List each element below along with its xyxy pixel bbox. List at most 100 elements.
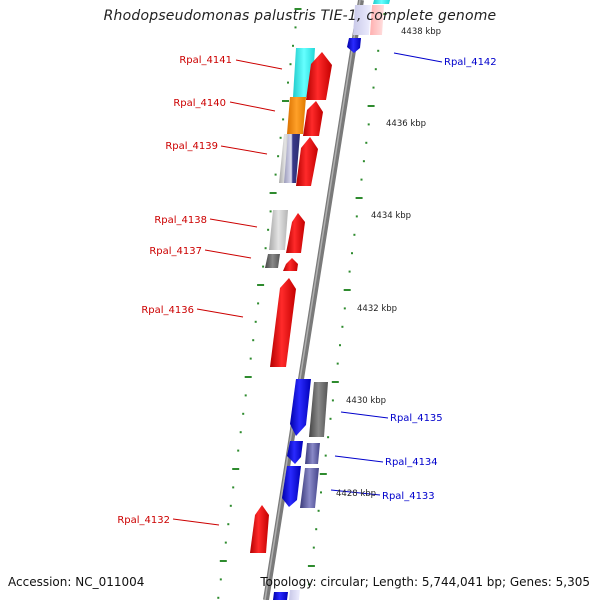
gene-shape-4140 bbox=[303, 101, 323, 136]
tick-mark bbox=[367, 123, 370, 126]
tick-mark bbox=[339, 344, 341, 347]
tick-mark bbox=[355, 215, 358, 218]
gene-label-rpal-4133[interactable]: Rpal_4133 bbox=[382, 491, 435, 502]
tick-mark bbox=[232, 468, 240, 470]
gene-shape-4141 bbox=[306, 52, 332, 100]
tick-mark bbox=[320, 491, 322, 494]
page-title: Rhodopseudomonas palustris TIE-1, comple… bbox=[103, 8, 497, 24]
tick-mark bbox=[374, 68, 377, 71]
scale-label: 4428 kbp bbox=[336, 489, 376, 499]
gene-label-rpal-4134[interactable]: Rpal_4134 bbox=[385, 457, 438, 468]
gene-labels: Rpal_4141 Rpal_4140 Rpal_4139 Rpal_4138 … bbox=[117, 55, 496, 526]
gene-label-rpal-4136[interactable]: Rpal_4136 bbox=[141, 305, 194, 316]
tick-mark bbox=[217, 596, 220, 599]
genome-backbone bbox=[263, 0, 364, 600]
tick-mark bbox=[224, 541, 227, 544]
gene-label-rpal-4132[interactable]: Rpal_4132 bbox=[117, 515, 170, 526]
gene-shape-4140 bbox=[287, 97, 306, 134]
genome-backbone-highlight bbox=[264, 0, 361, 600]
tick-mark bbox=[327, 436, 330, 439]
tick-mark bbox=[355, 197, 363, 199]
gene-shape-4138 bbox=[269, 210, 288, 250]
gene-shape-4137 bbox=[283, 258, 298, 271]
reverse-genes bbox=[273, 0, 390, 600]
tick-mark bbox=[239, 431, 242, 434]
gene-shape-4139 bbox=[284, 134, 300, 183]
scale-label: 4432 kbp bbox=[357, 304, 397, 314]
tick-mark bbox=[269, 210, 272, 213]
tick-mark bbox=[307, 565, 315, 567]
tick-mark bbox=[257, 302, 260, 305]
tick-mark bbox=[289, 63, 292, 66]
tick-mark bbox=[232, 486, 235, 489]
tick-mark bbox=[287, 81, 289, 84]
scale-label: 4430 kbp bbox=[346, 396, 386, 406]
gene-shape-4135 bbox=[309, 382, 328, 437]
gene-shape-4137 bbox=[265, 254, 280, 268]
tick-mark bbox=[348, 270, 351, 273]
gene-label-rpal-4142[interactable]: Rpal_4142 bbox=[444, 57, 497, 68]
tick-mark bbox=[262, 265, 265, 268]
gene-shape-top bbox=[353, 5, 371, 35]
genome-summary: Topology: circular; Length: 5,744,041 bp… bbox=[260, 575, 590, 589]
tick-mark bbox=[336, 362, 339, 365]
tick-mark bbox=[341, 325, 344, 328]
tick-mark bbox=[315, 528, 318, 531]
tick-mark bbox=[319, 473, 327, 475]
tick-mark bbox=[264, 247, 267, 250]
tick-mark bbox=[294, 26, 297, 29]
gene-shape-4138 bbox=[286, 213, 305, 253]
tick-mark bbox=[252, 339, 255, 342]
tick-mark bbox=[229, 504, 232, 507]
tick-mark bbox=[282, 100, 289, 102]
gene-shape-4139 bbox=[296, 137, 318, 186]
gene-shape-bottom bbox=[289, 590, 300, 600]
tick-mark bbox=[360, 178, 363, 181]
tick-mark bbox=[244, 376, 252, 378]
tick-mark bbox=[274, 173, 277, 176]
tick-marks-outer bbox=[217, 8, 302, 599]
tick-mark bbox=[292, 44, 294, 47]
tick-mark bbox=[254, 320, 257, 323]
gene-label-rpal-4139[interactable]: Rpal_4139 bbox=[165, 141, 218, 152]
gene-label-rpal-4138[interactable]: Rpal_4138 bbox=[154, 215, 207, 226]
tick-mark bbox=[331, 399, 334, 402]
scale-labels: 4438 kbp 4436 kbp 4434 kbp 4432 kbp 4430… bbox=[336, 27, 441, 499]
gene-shape-4132 bbox=[250, 505, 269, 553]
gene-shape-4136 bbox=[270, 278, 296, 367]
gene-shape-4142 bbox=[347, 38, 361, 53]
gene-label-rpal-4141[interactable]: Rpal_4141 bbox=[179, 55, 232, 66]
tick-mark bbox=[257, 284, 265, 286]
gene-shape-4133 bbox=[282, 466, 301, 507]
tick-mark bbox=[294, 8, 302, 10]
tick-mark bbox=[267, 228, 270, 231]
tick-mark bbox=[362, 160, 365, 163]
tick-mark bbox=[372, 86, 375, 89]
gene-shape-4134 bbox=[287, 441, 303, 464]
tick-mark bbox=[351, 252, 353, 255]
tick-mark bbox=[219, 560, 227, 562]
gene-label-rpal-4140[interactable]: Rpal_4140 bbox=[173, 98, 226, 109]
tick-mark bbox=[227, 523, 230, 526]
tick-mark bbox=[244, 394, 247, 397]
tick-mark bbox=[312, 546, 315, 549]
tick-mark bbox=[343, 289, 351, 291]
forward-genes bbox=[250, 48, 332, 553]
gene-leader-lines bbox=[172, 52, 443, 526]
tick-mark bbox=[367, 105, 375, 107]
tick-mark bbox=[377, 49, 380, 52]
tick-mark bbox=[353, 233, 356, 236]
gene-label-rpal-4135[interactable]: Rpal_4135 bbox=[390, 413, 443, 424]
accession-text: Accession: NC_011004 bbox=[8, 575, 145, 589]
gene-shape-4133 bbox=[300, 468, 319, 508]
tick-mark bbox=[269, 192, 277, 194]
tick-mark bbox=[324, 454, 327, 457]
gene-shape-4134 bbox=[305, 443, 320, 464]
tick-mark bbox=[277, 155, 280, 158]
tick-mark bbox=[219, 578, 222, 581]
tick-mark bbox=[279, 136, 282, 139]
tick-mark bbox=[249, 357, 252, 360]
gene-label-rpal-4137[interactable]: Rpal_4137 bbox=[149, 246, 202, 257]
gene-shape-bottom bbox=[273, 592, 288, 600]
